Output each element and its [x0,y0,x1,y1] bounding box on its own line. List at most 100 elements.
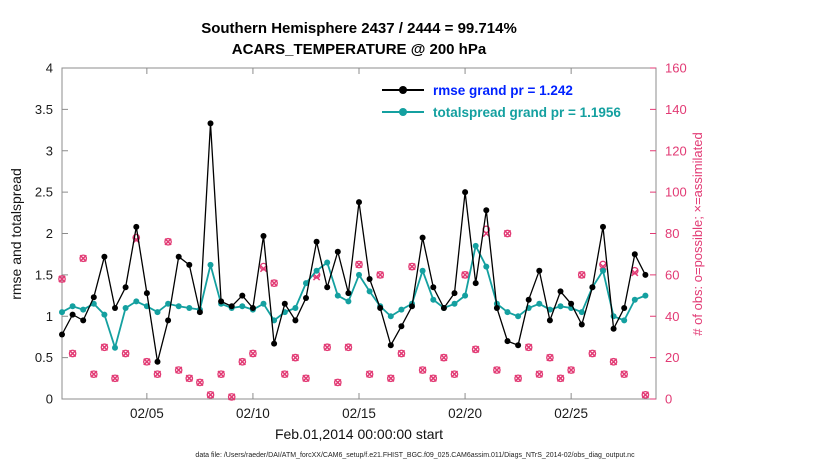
obs-possible-marker [418,366,427,374]
rmse-marker [356,199,362,206]
rmse-marker [546,317,553,324]
rmse-marker [451,290,458,297]
x-tick-label: 02/10 [236,406,270,421]
obs-possible-marker [365,370,374,379]
totalspread-line-swatch [382,107,424,117]
rmse-marker [112,305,118,311]
rmse-line [61,123,646,362]
obs-assimilated-marker [323,343,331,351]
obs-assimilated-marker [429,374,437,382]
totalspread-marker [313,267,320,274]
obs-assimilated-marker [408,262,416,271]
obs-assimilated-marker [143,358,151,366]
totalspread-marker [515,313,522,320]
obs-possible-marker [397,349,406,358]
rmse-marker [260,233,267,239]
obs-assimilated-marker [164,238,172,246]
x-tick-label: 02/20 [448,406,482,421]
legend-item-totalspread: totalspread grand pr = 1.1956 [382,101,621,123]
obs-possible-marker [111,374,119,383]
obs-assimilated-marker [397,349,406,358]
totalspread-series [59,242,649,351]
obs-possible-marker [620,370,629,379]
obs-assimilated-marker [175,366,183,374]
y-axis-label-right: # of obs: o=possible; ×=assimilated [690,132,705,336]
obs-markers [58,225,650,401]
totalspread-marker [557,303,564,310]
rmse-marker [621,305,628,311]
chart-subtitle: ACARS_TEMPERATURE @ 200 hPa [231,41,487,58]
rmse-marker [557,288,564,295]
rmse-marker [419,234,426,241]
obs-possible-marker [323,343,332,352]
rmse-marker [175,253,182,260]
rmse-marker [218,298,225,305]
totalspread-marker [59,309,65,316]
obs-assimilated-marker [79,254,87,262]
rmse-marker [207,120,214,127]
y-left-tick-label: 0.5 [35,350,53,365]
totalspread-marker-sample [399,108,407,116]
obs-possible-marker [227,393,236,401]
obs-assimilated-marker [525,343,533,351]
obs-assimilated-marker [556,374,565,382]
rmse-marker [366,276,373,282]
data-file-caption: data file: /Users/raeder/DAI/ATM_forcXX/… [195,452,635,459]
obs-possible-marker [196,378,204,387]
obs-assimilated-marker [344,343,353,351]
obs-assimilated-marker [450,370,459,378]
obs-possible-marker [609,357,618,366]
obs-assimilated-marker [514,374,522,382]
obs-possible-marker [217,370,225,379]
totalspread-marker [430,296,437,303]
rmse-marker [133,223,140,230]
rmse-marker [462,189,469,196]
obs-possible-marker [546,353,554,362]
totalspread-marker [80,306,87,313]
obs-assimilated-marker [122,349,130,358]
obs-assimilated-marker [631,269,639,277]
totalspread-marker [175,303,182,310]
obs-assimilated-marker [259,265,268,273]
y-right-tick-label: 140 [665,102,687,117]
obs-assimilated-marker [238,358,246,366]
rmse-marker [409,303,415,310]
rmse-marker [568,300,575,307]
totalspread-marker [334,292,341,299]
rmse-marker [334,248,341,255]
rmse-marker [80,317,87,324]
obs-possible-marker [249,349,257,358]
y-left-tick-label: 2 [46,226,53,241]
legend-label-totalspread: totalspread grand pr = 1.1956 [433,104,621,120]
obs-possible-marker [79,254,88,263]
obs-possible-marker [143,357,151,366]
obs-possible-marker [450,370,459,379]
rmse-marker [440,305,447,311]
totalspread-marker [578,309,585,316]
rmse-marker [154,358,161,365]
obs-possible-marker [153,370,162,379]
totalspread-marker [398,306,405,313]
obs-assimilated-marker [376,271,384,279]
totalspread-marker [207,261,214,268]
totalspread-marker [165,300,172,307]
obs-possible-marker [535,370,544,379]
rmse-marker [387,342,394,349]
rmse-marker-sample [399,86,407,94]
y-left-tick-label: 2.5 [35,185,53,200]
legend-label-rmse: rmse grand pr = 1.242 [433,82,573,98]
obs-possible-marker [588,349,597,358]
rmse-marker [525,296,532,303]
obs-assimilated-marker [440,353,448,362]
rmse-marker [101,253,108,260]
obs-possible-marker [68,349,77,358]
rmse-marker [589,284,596,291]
obs-possible-marker [100,343,109,352]
obs-possible-marker [270,279,278,287]
obs-assimilated-marker [196,378,204,387]
rmse-marker [186,261,193,268]
obs-assimilated-marker [546,353,554,362]
totalspread-marker [90,300,97,307]
obs-assimilated-marker [461,271,469,279]
obs-possible-marker [641,391,650,399]
